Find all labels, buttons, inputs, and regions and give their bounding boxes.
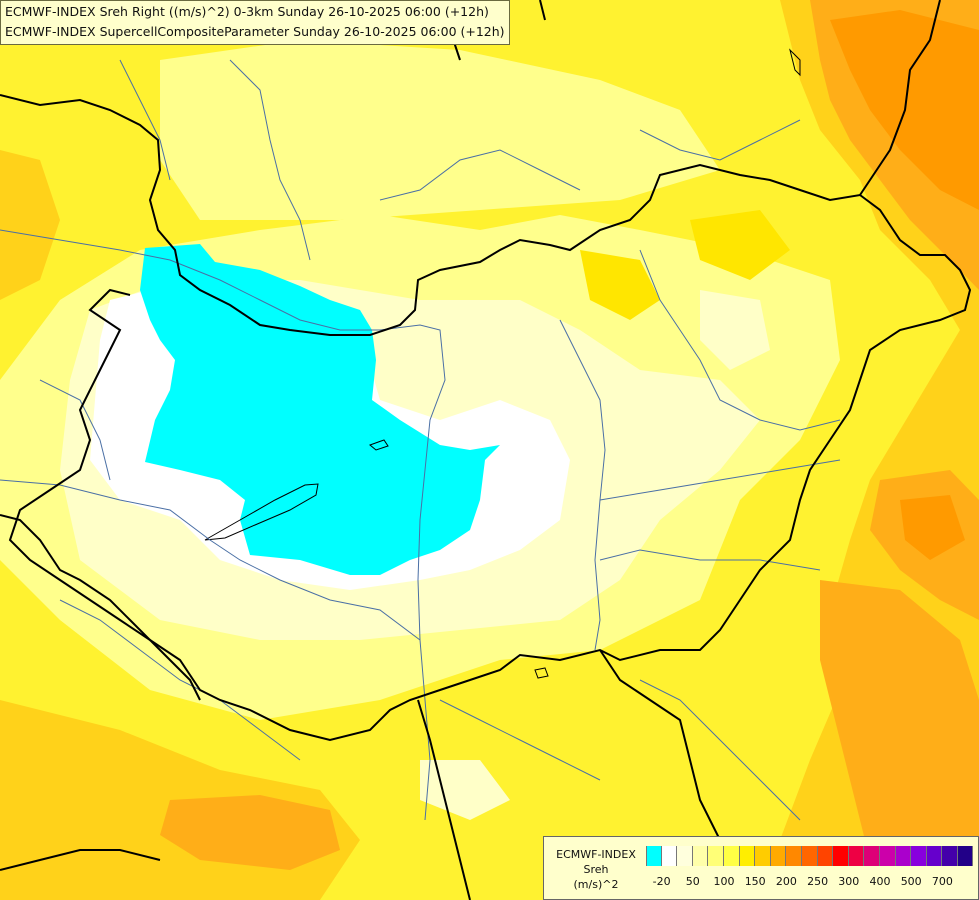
- legend-tick-label: 150: [744, 875, 766, 888]
- legend-swatch: [926, 846, 943, 866]
- field-orange-sw: [160, 795, 340, 870]
- field-cyan-area: [140, 244, 500, 575]
- lake-small: [369, 439, 389, 451]
- legend-swatch: [661, 846, 678, 866]
- legend-title-source: ECMWF-INDEX: [556, 848, 636, 861]
- legend-swatch: [848, 846, 865, 866]
- legend-tick-label: 300: [838, 875, 860, 888]
- legend-title: ECMWF-INDEX Sreh (m/s)^2: [548, 847, 644, 892]
- legend-swatch: [833, 846, 849, 866]
- legend-tick-label: 250: [807, 875, 829, 888]
- lake-balaton: [204, 483, 319, 541]
- legend-swatch: [770, 846, 787, 866]
- legend-tick-label: -20: [652, 875, 671, 888]
- field-pale-east: [700, 290, 770, 370]
- legend-swatch: [708, 846, 724, 866]
- legend-swatch: [646, 846, 662, 866]
- legend-swatch: [911, 846, 927, 866]
- color-legend: ECMWF-INDEX Sreh (m/s)^2 -20 50 100 150 200 2…: [543, 836, 979, 900]
- legend-swatch: [786, 846, 802, 866]
- legend-tick-label: 50: [685, 875, 700, 888]
- legend-swatch: [677, 846, 693, 866]
- field-gold-northeast-spot: [690, 210, 790, 280]
- map-title-line1: ECMWF-INDEX Sreh Right ((m/s)^2) 0-3km S…: [5, 4, 489, 19]
- field-light-north: [160, 40, 720, 220]
- legend-swatches: [646, 846, 974, 866]
- field-orange-se: [820, 580, 979, 900]
- legend-swatch: [895, 846, 912, 866]
- map-title-line2: ECMWF-INDEX SupercellCompositeParameter …: [5, 24, 505, 39]
- legend-swatch: [801, 846, 818, 866]
- legend-swatch: [723, 846, 740, 866]
- legend-swatch: [755, 846, 771, 866]
- legend-swatch: [739, 846, 756, 866]
- legend-title-unit: (m/s)^2: [573, 878, 619, 891]
- legend-ticks: -20 50 100 150 200 250 300 400 500 700: [646, 875, 974, 889]
- island-south: [534, 667, 549, 679]
- legend-tick-label: 200: [775, 875, 797, 888]
- field-gold-north-spot: [580, 250, 660, 320]
- island-east: [789, 48, 801, 77]
- legend-swatch: [957, 846, 974, 866]
- legend-swatch: [692, 846, 709, 866]
- legend-swatch: [879, 846, 896, 866]
- map-title-box: ECMWF-INDEX Sreh Right ((m/s)^2) 0-3km S…: [0, 0, 510, 45]
- legend-swatch: [942, 846, 958, 866]
- legend-swatch: [864, 846, 880, 866]
- legend-tick-label: 100: [713, 875, 735, 888]
- legend-tick-label: 400: [869, 875, 891, 888]
- legend-title-variable: Sreh: [583, 863, 609, 876]
- field-deep-orange-e: [900, 495, 965, 560]
- field-pale-south: [420, 760, 510, 820]
- legend-tick-label: 700: [931, 875, 953, 888]
- field-gold-w: [0, 150, 60, 300]
- legend-tick-label: 500: [900, 875, 922, 888]
- legend-swatch: [817, 846, 834, 866]
